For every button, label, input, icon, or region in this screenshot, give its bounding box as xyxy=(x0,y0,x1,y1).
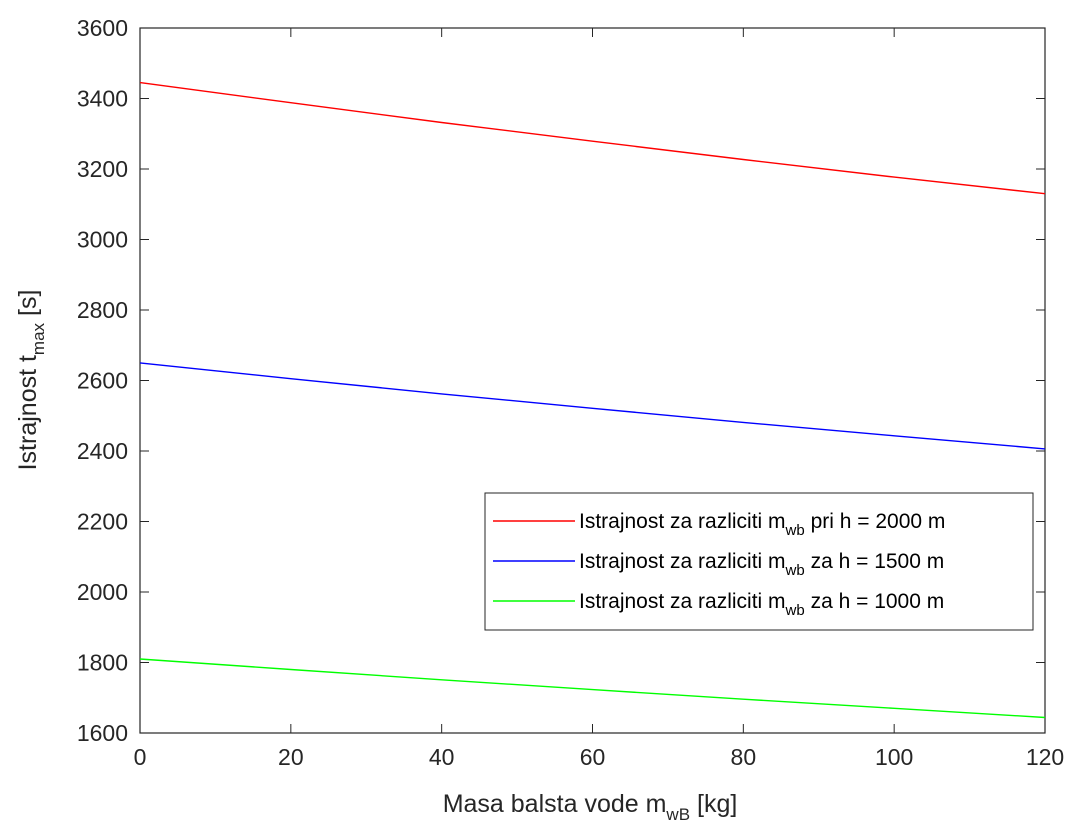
legend-entry-suffix: za h = 1500 m xyxy=(805,550,945,573)
legend-entry-sub: wb xyxy=(785,602,805,619)
y-tick-label: 2000 xyxy=(77,579,128,605)
x-tick-label: 120 xyxy=(1026,744,1064,770)
legend-box xyxy=(484,492,1034,631)
y-axis-label: Istrajnost tmax [s] xyxy=(14,290,48,471)
x-tick-label: 60 xyxy=(580,744,606,770)
x-tick-label: 40 xyxy=(429,744,455,770)
legend-entry-prefix: Istrajnost za razliciti m xyxy=(579,590,786,613)
y-tick-label: 3000 xyxy=(77,227,128,253)
legend: Istrajnost za razliciti mwb pri h = 2000… xyxy=(484,492,1034,631)
x-tick-label: 0 xyxy=(134,744,147,770)
x-axis-label-sub: wB xyxy=(665,805,690,824)
y-axis-ticks: 1600 1800 2000 2200 2400 2600 2800 3000 3200 3400… xyxy=(77,15,1045,746)
series-line-1 xyxy=(139,81,1046,195)
y-tick-label: 3600 xyxy=(77,15,128,41)
x-axis-label: Masa balsta vode mwB [kg] xyxy=(443,790,738,824)
y-tick-label: 2800 xyxy=(77,297,128,323)
legend-entry-2: Istrajnost za razliciti mwb za h = 1500 … xyxy=(579,550,944,579)
y-tick-label: 1800 xyxy=(77,650,128,676)
series-line-2 xyxy=(139,362,1046,450)
legend-entry-sub: wb xyxy=(785,522,805,539)
y-tick-label: 3400 xyxy=(77,86,128,112)
y-tick-label: 3200 xyxy=(77,156,128,182)
legend-entry-suffix: pri h = 2000 m xyxy=(805,510,946,533)
x-axis-label-unit: [kg] xyxy=(690,790,737,818)
series-layer xyxy=(139,81,1046,719)
x-tick-label: 20 xyxy=(278,744,304,770)
x-axis-label-main: Masa balsta vode m xyxy=(443,790,667,818)
x-axis-ticks: 0 20 40 60 80 100 120 xyxy=(134,28,1064,770)
y-tick-label: 2600 xyxy=(77,368,128,394)
legend-entry-1: Istrajnost za razliciti mwb pri h = 2000… xyxy=(579,510,945,539)
y-axis-label-unit: [s] xyxy=(14,290,42,323)
legend-entry-3: Istrajnost za razliciti mwb za h = 1000 … xyxy=(579,590,944,619)
y-tick-label: 2400 xyxy=(77,438,128,464)
legend-entry-suffix: za h = 1000 m xyxy=(805,590,945,613)
y-axis-label-main: Istrajnost t xyxy=(14,355,42,470)
y-tick-label: 2200 xyxy=(77,509,128,535)
y-axis-label-sub: max xyxy=(29,322,48,355)
legend-entry-prefix: Istrajnost za razliciti m xyxy=(579,510,786,533)
legend-entry-prefix: Istrajnost za razliciti m xyxy=(579,550,786,573)
y-tick-label: 1600 xyxy=(77,720,128,746)
x-tick-label: 80 xyxy=(731,744,757,770)
x-tick-label: 100 xyxy=(875,744,913,770)
legend-entry-sub: wb xyxy=(785,562,805,579)
series-line-3 xyxy=(139,658,1046,719)
